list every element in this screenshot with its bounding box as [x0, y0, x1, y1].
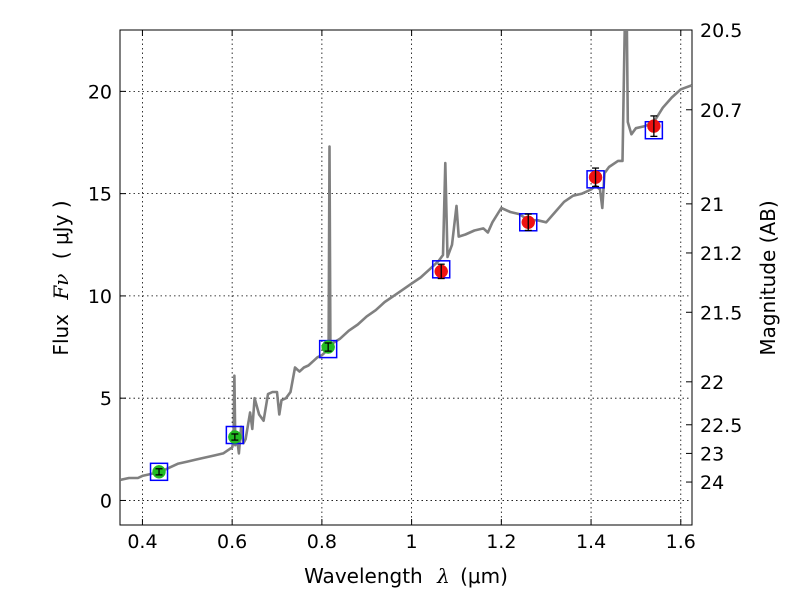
x-tick-label: 0.6: [217, 531, 247, 553]
right-tick-label: 20.5: [700, 20, 742, 42]
tick-marks: [120, 29, 692, 525]
right-axis-label: Magnitude (AB): [756, 200, 780, 355]
x-tick-label: 0.4: [127, 531, 157, 553]
right-tick-label: 21.5: [700, 302, 742, 324]
right-tick-label: 21: [700, 194, 724, 216]
y-tick-label: 20: [88, 81, 112, 103]
y-tick-label: 0: [100, 490, 112, 512]
gridlines: [120, 30, 692, 525]
right-tick-label: 24: [700, 472, 724, 494]
plot-area: [119, 29, 693, 526]
x-tick-label: 1.4: [576, 531, 606, 553]
y-axis-label: Flux Fν ( μJy ): [49, 200, 73, 355]
right-tick-label: 22: [700, 372, 724, 394]
right-tick-labels: 20.5 20.7 21 21.2 21.5 22 22.5 23 24: [700, 20, 742, 494]
y-tick-label: 10: [88, 286, 112, 308]
x-tick-label: 1.2: [486, 531, 516, 553]
x-tick-label: 1.6: [666, 531, 696, 553]
right-tick-label: 23: [700, 443, 724, 465]
y-tick-labels: 0 5 10 15 20: [88, 81, 112, 512]
y-tick-label: 15: [88, 184, 112, 206]
right-tick-label: 21.2: [700, 243, 742, 265]
y-tick-label: 5: [100, 388, 112, 410]
x-tick-label: 1: [406, 531, 418, 553]
model-box: [149, 462, 169, 482]
x-tick-labels: 0.4 0.6 0.8 1 1.2 1.4 1.6: [127, 531, 696, 553]
photometry-layer: [149, 115, 664, 482]
x-tick-label: 0.8: [307, 531, 337, 553]
right-tick-label: 20.7: [700, 100, 742, 122]
x-axis-label: Wavelength λ (μm): [304, 564, 508, 588]
right-tick-label: 22.5: [700, 415, 742, 437]
